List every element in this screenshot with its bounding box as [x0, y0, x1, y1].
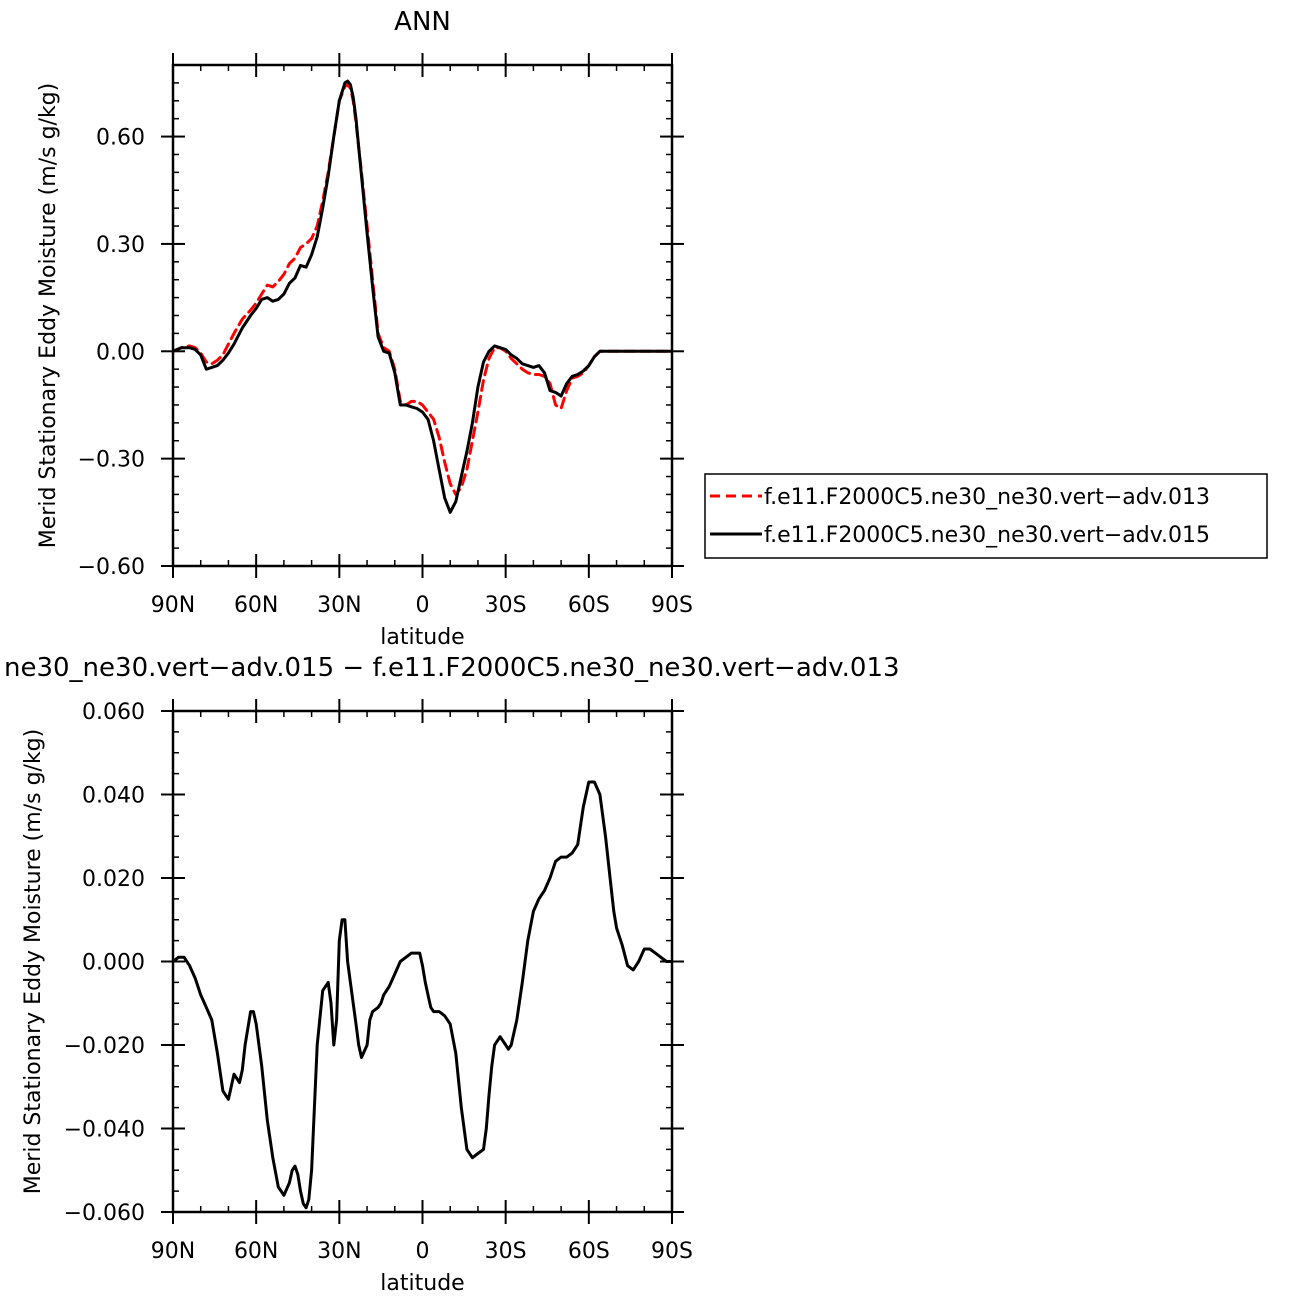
bottom-difference-chart: −0.060 −0.040 −0.020 0.000 0.020 0.040 0.060 90…	[4, 653, 900, 1296]
series-line-1	[171, 83, 674, 496]
y-tick-label: 0.000	[82, 951, 145, 976]
y-tick-label: 0.060	[82, 700, 145, 725]
x-axis-label: latitude	[380, 1271, 464, 1296]
legend-label-2: f.e11.F2000C5.ne30_ne30.vert−adv.015	[764, 523, 1210, 548]
y-axis-label: Merid Stationary Eddy Moisture (m/s g/kg…	[36, 83, 61, 548]
legend: f.e11.F2000C5.ne30_ne30.vert−adv.013 f.e1…	[704, 473, 1268, 559]
x-tick-label: 90N	[151, 1239, 195, 1264]
x-tick-label: 90N	[151, 593, 195, 618]
chart-title: ne30_ne30.vert−adv.015 − f.e11.F2000C5.n…	[4, 653, 900, 683]
chart-title: ANN	[394, 7, 451, 37]
legend-label-1: f.e11.F2000C5.ne30_ne30.vert−adv.013	[764, 485, 1210, 510]
x-tick-label: 90S	[651, 593, 693, 618]
y-tick-label: 0.60	[96, 126, 145, 151]
x-tick-label: 30S	[485, 593, 527, 618]
y-tick-label: 0.00	[96, 340, 145, 365]
series-line-1	[171, 780, 674, 1210]
y-tick-label: −0.020	[64, 1034, 145, 1059]
x-tick-label: 60N	[234, 1239, 278, 1264]
y-tick-label: −0.040	[64, 1118, 145, 1143]
x-tick-label: 30N	[317, 593, 361, 618]
y-tick-label: −0.60	[78, 555, 145, 580]
x-tick-label: 30N	[317, 1239, 361, 1264]
y-tick-label: 0.30	[96, 233, 145, 258]
x-tick-label: 30S	[485, 1239, 527, 1264]
x-tick-label: 90S	[651, 1239, 693, 1264]
x-tick-label: 60S	[568, 1239, 610, 1264]
y-tick-label: −0.30	[78, 448, 145, 473]
top-line-chart: −0.60 −0.30 0.00 0.30 0.60 90N 60N 30N 0 30S 60S 90…	[36, 7, 693, 650]
y-tick-label: 0.040	[82, 784, 145, 809]
y-tick-label: 0.020	[82, 867, 145, 892]
x-tick-label: 60N	[234, 593, 278, 618]
x-tick-label: 60S	[568, 593, 610, 618]
y-axis-label: Merid Stationary Eddy Moisture (m/s g/kg…	[21, 729, 46, 1194]
x-axis-label: latitude	[380, 625, 464, 650]
plot-frame	[171, 63, 674, 568]
x-tick-label: 0	[416, 1239, 430, 1264]
series-line-2	[171, 79, 674, 514]
legend-box	[704, 473, 1268, 559]
x-tick-label: 0	[416, 593, 430, 618]
y-tick-label: −0.060	[64, 1201, 145, 1226]
